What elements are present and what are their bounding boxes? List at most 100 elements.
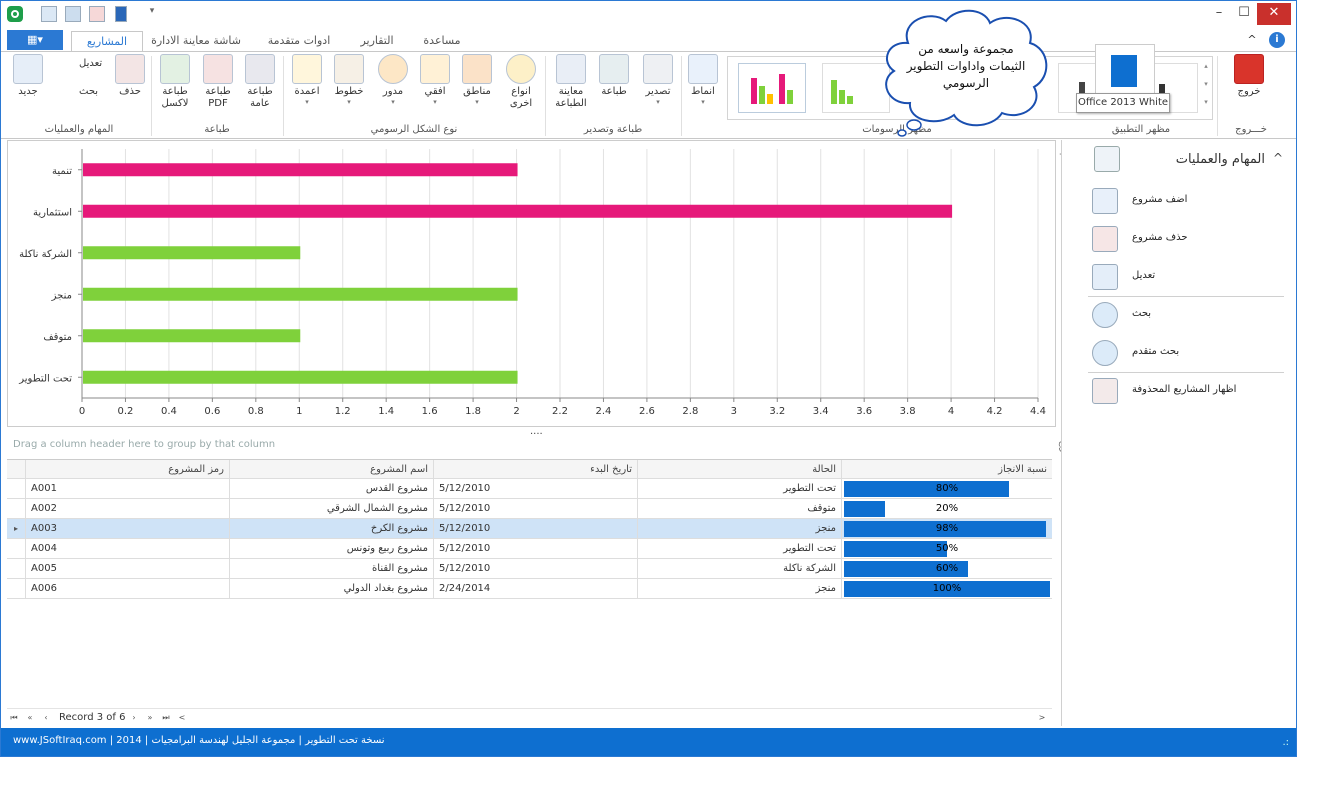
search-item[interactable]: بحث (1092, 300, 1292, 332)
chart-columns-button[interactable]: اعمدة ▾ (289, 54, 325, 106)
chart-lines-button[interactable]: خطوط ▾ (331, 54, 367, 106)
cell-code[interactable]: A004 (25, 539, 229, 559)
cell-date[interactable]: 5/12/2010 (433, 499, 637, 519)
quick-access-new-icon[interactable] (41, 6, 57, 22)
group-panel-hint[interactable]: Drag a column header here to group by th… (13, 439, 276, 450)
resize-grip-icon[interactable]: .: (1282, 737, 1289, 748)
cell-date[interactable]: 5/12/2010 (433, 539, 637, 559)
cell-code[interactable]: A002 (25, 499, 229, 519)
tab-management-preview[interactable]: شاشة معاينة الادارة (151, 34, 241, 47)
last-record-button[interactable]: ⏭ (162, 713, 170, 722)
tab-projects[interactable]: المشاريع (71, 31, 143, 51)
add-project-item[interactable]: اضف مشروع (1092, 186, 1292, 218)
new-button[interactable]: جديد (11, 54, 45, 98)
cell-name[interactable]: مشروع القدس (229, 479, 433, 499)
print-pdf-button[interactable]: طباعة PDF (201, 54, 235, 110)
cell-code[interactable]: A001 (25, 479, 229, 499)
chart-horizontal-button[interactable]: افقي ▾ (417, 54, 453, 106)
cell-status[interactable]: منجز (637, 579, 841, 599)
cell-date[interactable]: 5/12/2010 (433, 519, 637, 539)
tab-advanced-tools[interactable]: ادوات متقدمة (267, 34, 331, 47)
search-button[interactable]: بحث (53, 86, 103, 98)
minimize-button[interactable]: – (1215, 5, 1223, 20)
cell-status[interactable]: الشركة ناكلة (637, 559, 841, 579)
cell-status[interactable]: متوقف (637, 499, 841, 519)
advanced-search-item[interactable]: بحث متقدم (1092, 338, 1292, 370)
cell-progress[interactable]: 80% (841, 479, 1052, 499)
collapse-chevron-icon[interactable]: ^ (1272, 151, 1283, 165)
cell-status[interactable]: منجز (637, 519, 841, 539)
file-menu-button[interactable]: ▦▾ (7, 30, 63, 50)
row-indicator[interactable]: ▸ (13, 524, 18, 533)
chart-pie-button[interactable]: مدور ▾ (375, 54, 411, 106)
table-row[interactable]: A004 مشروع ربيع وتونس 5/12/2010 تحت التطوير… (7, 539, 1052, 559)
row-indicator[interactable] (7, 559, 25, 579)
settings-gear-icon[interactable] (1094, 146, 1120, 172)
prev-record-button[interactable]: ‹ (44, 713, 48, 722)
splitter-handle[interactable]: .... (530, 426, 543, 437)
delete-project-item[interactable]: حذف مشروع (1092, 224, 1292, 256)
cell-status[interactable]: تحت التطوير (637, 539, 841, 559)
show-deleted-item[interactable]: اظهار المشاريع المحذوفة (1092, 376, 1292, 408)
quick-access-book-icon[interactable] (115, 6, 127, 22)
table-row[interactable]: A001 مشروع القدس 5/12/2010 تحت التطوير 80% (7, 479, 1052, 499)
cell-name[interactable]: مشروع بغداد الدولي (229, 579, 433, 599)
cell-progress[interactable]: 100% (841, 579, 1052, 599)
table-row[interactable]: ▸ A003 مشروع الكرخ 5/12/2010 منجز 98% (7, 519, 1052, 539)
export-button[interactable]: تصدير ▾ (641, 54, 675, 106)
styles-button[interactable]: انماط ▾ (685, 54, 721, 106)
cell-status[interactable]: تحت التطوير (637, 479, 841, 499)
gallery-style-1[interactable] (738, 63, 806, 113)
cell-code[interactable]: A003 (25, 519, 229, 539)
next-page-button[interactable]: » (147, 713, 153, 722)
quick-access-delete-icon[interactable] (89, 6, 105, 22)
cell-code[interactable]: A006 (25, 579, 229, 599)
cell-progress[interactable]: 20% (841, 499, 1052, 519)
prev-page-button[interactable]: « (27, 713, 33, 722)
print-preview-button[interactable]: معاينة الطباعة (551, 54, 591, 110)
column-header-progress[interactable]: نسبة الانجاز (841, 460, 1052, 480)
chart-areas-button[interactable]: مناطق ▾ (459, 54, 495, 106)
column-header-date[interactable]: تاريخ البدء (433, 460, 637, 480)
column-header-name[interactable]: اسم المشروع (229, 460, 433, 480)
scroll-left-button[interactable]: < (178, 713, 186, 722)
column-header-code[interactable]: رمز المشروع (25, 460, 229, 480)
print-general-button[interactable]: طباعة عامة (243, 54, 277, 110)
cell-name[interactable]: مشروع القناة (229, 559, 433, 579)
column-header-status[interactable]: الحالة (637, 460, 841, 480)
cell-name[interactable]: مشروع الكرخ (229, 519, 433, 539)
cell-progress[interactable]: 50% (841, 539, 1052, 559)
delete-button[interactable]: حذف (113, 54, 147, 98)
cell-name[interactable]: مشروع ربيع وتونس (229, 539, 433, 559)
cell-date[interactable]: 5/12/2010 (433, 479, 637, 499)
cell-date[interactable]: 5/12/2010 (433, 559, 637, 579)
row-indicator[interactable] (7, 499, 25, 519)
print-button[interactable]: طباعة (597, 54, 631, 98)
scroll-right-button[interactable]: > (1038, 713, 1046, 722)
cell-progress[interactable]: 98% (841, 519, 1052, 539)
office-theme-button[interactable] (1095, 44, 1155, 100)
print-excel-button[interactable]: طباعة لاكسل (157, 54, 193, 110)
cell-name[interactable]: مشروع الشمال الشرقي (229, 499, 433, 519)
row-indicator[interactable] (7, 539, 25, 559)
row-indicator[interactable] (7, 579, 25, 599)
edit-item[interactable]: تعديل (1092, 262, 1292, 294)
first-record-button[interactable]: ⏮ (10, 713, 18, 722)
maximize-button[interactable]: ☐ (1238, 5, 1250, 20)
tab-help[interactable]: مساعدة (423, 34, 461, 47)
app-logo-icon[interactable] (7, 6, 23, 22)
table-row[interactable]: A006 مشروع بغداد الدولي 2/24/2014 منجز 100% (7, 579, 1052, 599)
quick-access-customize-icon[interactable]: ▾ (149, 6, 155, 16)
edit-button[interactable]: تعديل (53, 58, 103, 70)
chart-other-button[interactable]: انواع اخرى (503, 54, 539, 110)
table-row[interactable]: A005 مشروع القناة 5/12/2010 الشركة ناكلة 60% (7, 559, 1052, 579)
cell-date[interactable]: 2/24/2014 (433, 579, 637, 599)
next-record-button[interactable]: › (132, 713, 136, 722)
cell-code[interactable]: A005 (25, 559, 229, 579)
exit-button[interactable]: خروج (1229, 54, 1269, 98)
quick-access-tree-icon[interactable] (65, 6, 81, 22)
tab-reports[interactable]: التقارير (360, 34, 394, 47)
cell-progress[interactable]: 60% (841, 559, 1052, 579)
help-icon[interactable]: i (1269, 32, 1285, 48)
table-row[interactable]: A002 مشروع الشمال الشرقي 5/12/2010 متوقف 20% (7, 499, 1052, 519)
